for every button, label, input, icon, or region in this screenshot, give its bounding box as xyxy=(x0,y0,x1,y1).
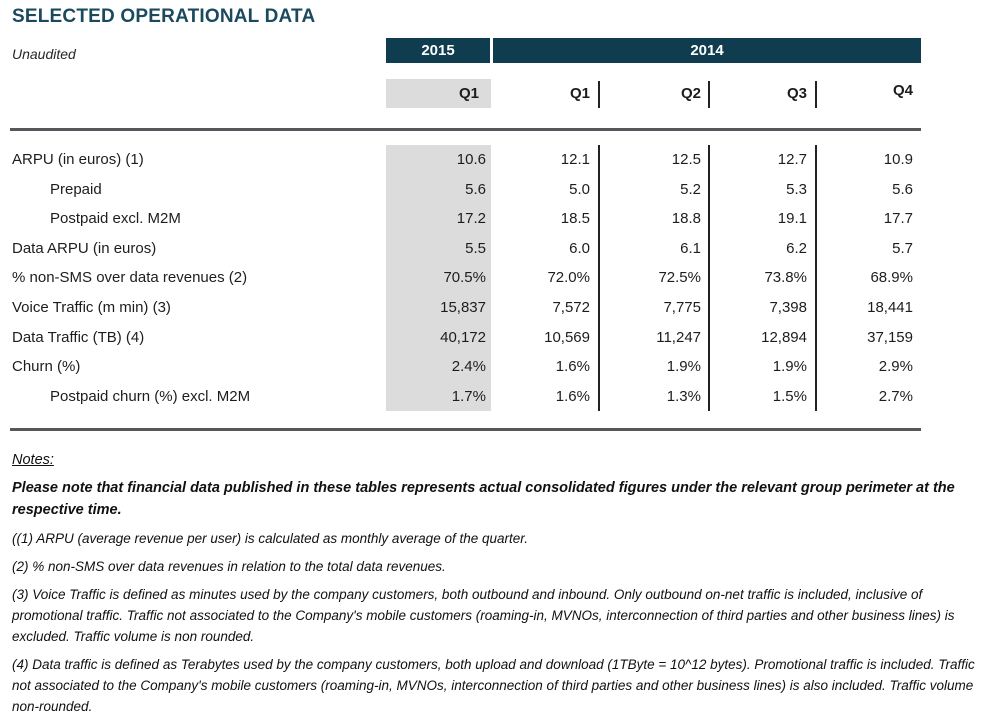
table-row: Voice Traffic (m min) (3) 15,837 7,572 7… xyxy=(0,293,921,323)
cell-value: 37,159 xyxy=(867,328,913,346)
notes-disclaimer: Please note that financial data publishe… xyxy=(12,480,955,519)
row-label: Voice Traffic (m min) (3) xyxy=(12,299,171,317)
table-row: Churn (%) 2.4% 1.6% 1.9% 1.9% 2.9% xyxy=(0,352,921,382)
cell-value: 17.2 xyxy=(456,210,486,228)
table-row: Prepaid 5.6 5.0 5.2 5.3 5.6 xyxy=(0,175,921,205)
row-label: Postpaid excl. M2M xyxy=(50,210,181,228)
quarter-header-2015-q1: Q1 xyxy=(386,79,491,108)
cell-value: 7,775 xyxy=(663,299,701,317)
body-column-separator xyxy=(598,145,600,411)
cell-value: 15,837 xyxy=(440,299,486,317)
cell-value: 5.7 xyxy=(892,239,913,257)
note-item: (4) Data traffic is defined as Terabytes… xyxy=(12,657,975,715)
row-label: Data Traffic (TB) (4) xyxy=(12,328,145,346)
cell-value: 10,569 xyxy=(544,328,590,346)
cell-value: 18,441 xyxy=(867,299,913,317)
cell-value: 12.1 xyxy=(560,151,590,169)
body-column-separator xyxy=(708,145,710,411)
cell-value: 2.4% xyxy=(451,358,486,376)
table-row: % non-SMS over data revenues (2) 70.5% 7… xyxy=(0,263,921,293)
cell-value: 11,247 xyxy=(656,328,701,346)
cell-value: 12,894 xyxy=(761,328,807,346)
notes-section: Notes: Please note that financial data p… xyxy=(12,452,990,724)
cell-value: 5.0 xyxy=(569,180,590,198)
highlight-column-2015 xyxy=(386,145,491,411)
quarter-header-row: Q1 Q1 Q2 Q3 Q4 xyxy=(0,79,921,108)
row-label: Postpaid churn (%) excl. M2M xyxy=(50,387,251,405)
row-label: % non-SMS over data revenues (2) xyxy=(12,269,248,287)
cell-value: 40,172 xyxy=(440,328,486,346)
cell-value: 19.1 xyxy=(777,210,807,228)
cell-value: 72.0% xyxy=(547,269,590,287)
cell-value: 18.5 xyxy=(560,210,590,228)
year-2015-label: 2015 xyxy=(421,42,455,59)
cell-value: 12.5 xyxy=(671,151,701,169)
cell-value: 6.2 xyxy=(786,239,807,257)
page-title: SELECTED OPERATIONAL DATA xyxy=(12,6,316,27)
cell-value: 1.7% xyxy=(451,387,486,405)
cell-value: 6.0 xyxy=(569,239,590,257)
row-label: ARPU (in euros) (1) xyxy=(12,151,144,169)
table-row: Postpaid churn (%) excl. M2M 1.7% 1.6% 1… xyxy=(0,381,921,411)
cell-value: 12.7 xyxy=(777,151,807,169)
cell-value: 1.9% xyxy=(772,358,807,376)
note-item: ((1) ARPU (average revenue per user) is … xyxy=(12,531,528,547)
cell-value: 5.2 xyxy=(680,180,701,198)
table-row: Data ARPU (in euros) 5.5 6.0 6.1 6.2 5.7 xyxy=(0,234,921,264)
table-row: ARPU (in euros) (1) 10.6 12.1 12.5 12.7 … xyxy=(0,145,921,175)
cell-value: 5.6 xyxy=(892,180,913,198)
quarter-header-2014-q3: Q3 xyxy=(786,85,807,102)
cell-value: 68.9% xyxy=(870,269,913,287)
cell-value: 18.8 xyxy=(671,210,701,228)
cell-value: 2.7% xyxy=(878,387,913,405)
cell-value: 1.5% xyxy=(772,387,807,405)
cell-value: 7,398 xyxy=(769,299,807,317)
cell-value: 1.9% xyxy=(666,358,701,376)
year-2014-label: 2014 xyxy=(690,42,724,59)
header-column-separator xyxy=(815,81,817,108)
row-label: Prepaid xyxy=(50,180,102,198)
row-label: Churn (%) xyxy=(12,358,81,376)
cell-value: 5.3 xyxy=(786,180,807,198)
cell-value: 6.1 xyxy=(680,239,701,257)
quarter-header-2014-q2: Q2 xyxy=(680,85,701,102)
cell-value: 17.7 xyxy=(883,210,913,228)
row-label: Data ARPU (in euros) xyxy=(12,239,157,257)
cell-value: 5.5 xyxy=(465,239,486,257)
table-body: ARPU (in euros) (1) 10.6 12.1 12.5 12.7 … xyxy=(0,145,921,411)
table-bottom-rule xyxy=(10,428,921,431)
quarter-header-2014-q4: Q4 xyxy=(892,82,913,99)
cell-value: 2.9% xyxy=(878,358,913,376)
table-top-rule xyxy=(10,128,921,131)
cell-value: 10.6 xyxy=(456,151,486,169)
unaudited-label: Unaudited xyxy=(12,46,76,62)
year-header-2015: 2015 xyxy=(386,38,490,63)
cell-value: 1.6% xyxy=(555,387,590,405)
notes-heading: Notes: xyxy=(12,452,54,468)
header-column-separator xyxy=(708,81,710,108)
quarter-header-2014-q1: Q1 xyxy=(569,85,590,102)
note-item: (3) Voice Traffic is defined as minutes … xyxy=(12,587,955,645)
cell-value: 73.8% xyxy=(764,269,807,287)
body-column-separator xyxy=(815,145,817,411)
table-row: Postpaid excl. M2M 17.2 18.5 18.8 19.1 1… xyxy=(0,204,921,234)
cell-value: 1.6% xyxy=(555,358,590,376)
cell-value: 5.6 xyxy=(465,180,486,198)
note-item: (2) % non-SMS over data revenues in rela… xyxy=(12,559,446,575)
cell-value: 7,572 xyxy=(552,299,590,317)
cell-value: 10.9 xyxy=(883,151,913,169)
cell-value: 70.5% xyxy=(443,269,486,287)
year-header-2014: 2014 xyxy=(493,38,921,63)
cell-value: 72.5% xyxy=(658,269,701,287)
cell-value: 1.3% xyxy=(666,387,701,405)
table-row: Data Traffic (TB) (4) 40,172 10,569 11,2… xyxy=(0,322,921,352)
header-column-separator xyxy=(598,81,600,108)
